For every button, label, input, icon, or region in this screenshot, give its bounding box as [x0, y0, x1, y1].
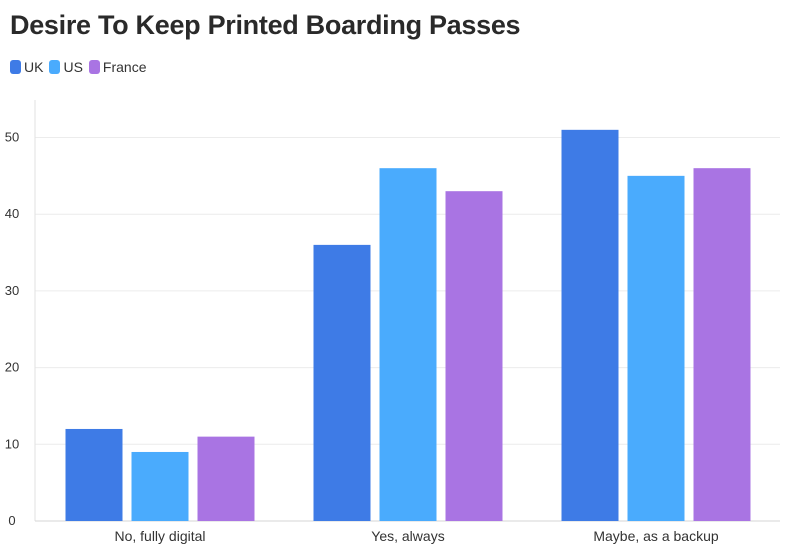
bar-uk-0[interactable] — [65, 428, 123, 521]
x-category-label: Yes, always — [371, 528, 444, 544]
legend-swatch-france — [88, 60, 100, 74]
bar-france-2[interactable] — [693, 168, 751, 521]
y-tick-label: 50 — [5, 130, 19, 145]
bar-us-1[interactable] — [379, 168, 437, 521]
x-category-label: Maybe, as a backup — [593, 528, 719, 544]
bar-france-0[interactable] — [197, 436, 255, 521]
legend-label-us: US — [63, 59, 83, 75]
bar-uk-1[interactable] — [313, 244, 371, 521]
y-tick-label: 0 — [8, 513, 15, 528]
x-axis-labels: No, fully digital Yes, always Maybe, as a … — [114, 528, 718, 544]
bar-us-2[interactable] — [627, 175, 685, 521]
bar-us-0[interactable] — [131, 451, 189, 521]
bars — [65, 129, 751, 521]
legend-swatch-uk — [10, 60, 21, 74]
legend-item-us[interactable]: US — [49, 59, 83, 75]
bar-uk-2[interactable] — [561, 129, 619, 521]
y-tick-label: 10 — [5, 436, 19, 451]
legend-label-france: France — [102, 59, 147, 75]
legend-swatch-us — [49, 60, 61, 74]
legend-item-france[interactable]: France — [88, 59, 147, 75]
y-tick-label: 30 — [5, 283, 19, 298]
y-tick-label: 20 — [5, 360, 19, 375]
legend-item-uk[interactable]: UK — [10, 59, 43, 75]
legend: UK US France — [10, 59, 152, 75]
chart-title: Desire To Keep Printed Boarding Passes — [10, 10, 521, 40]
y-tick-label: 40 — [5, 206, 19, 221]
bar-france-1[interactable] — [445, 191, 503, 521]
x-category-label: No, fully digital — [114, 528, 205, 544]
y-axis-ticks: 0 10 20 30 40 50 — [5, 130, 19, 529]
legend-label-uk: UK — [24, 59, 44, 75]
